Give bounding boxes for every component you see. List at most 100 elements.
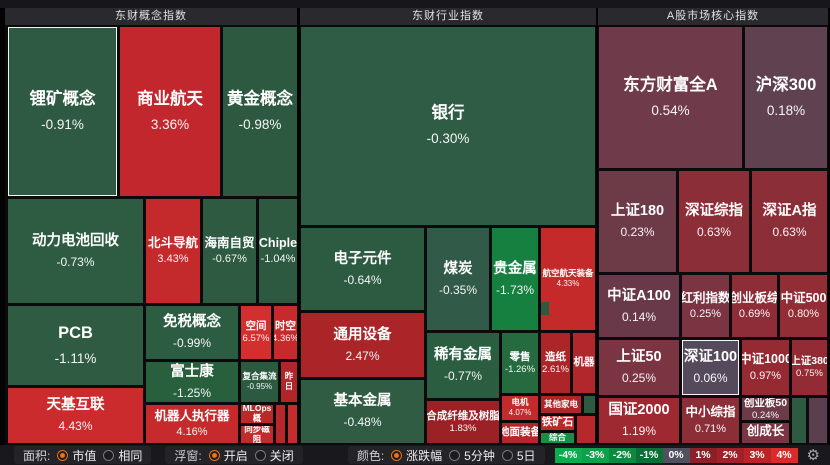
tile-value: 4.07% (508, 408, 532, 418)
treemap-tile[interactable]: 富士康 -1.25% (146, 362, 238, 402)
treemap-tile[interactable]: 天基互联 4.43% (8, 388, 143, 443)
treemap-tile[interactable]: 零售 -1.26% (502, 333, 538, 393)
treemap-tile[interactable]: 复合集流 -0.95% (241, 362, 278, 402)
tile-value: -0.91% (41, 116, 84, 132)
treemap-tile[interactable]: 创业板综 0.69% (732, 275, 777, 337)
radio-button[interactable] (254, 449, 266, 461)
radio-label[interactable]: 相同 (118, 448, 143, 463)
treemap-tile[interactable]: 其他家电 (541, 396, 581, 413)
tile-label: 地面装备 (502, 426, 538, 439)
settings-gear-icon[interactable]: ⚙ (806, 446, 820, 464)
treemap-tile[interactable]: Chiple -1.04% (259, 199, 297, 303)
radio-option[interactable]: 相同 (103, 447, 142, 464)
treemap-tile[interactable]: 东方财富全A 0.54% (599, 27, 742, 168)
treemap-tile[interactable]: 电机 4.07% (502, 396, 538, 420)
treemap-tile[interactable]: 银行 -0.30% (301, 27, 595, 225)
treemap-tile[interactable]: MLOps概 (241, 405, 273, 423)
radio-option[interactable]: 5分钟 (449, 447, 495, 464)
treemap-tile[interactable]: 稀有金属 -0.77% (427, 333, 499, 398)
tile-label: 创业板综 (732, 290, 777, 305)
radio-option[interactable]: 市值 (57, 447, 96, 464)
treemap-tile[interactable]: 上证180 0.23% (599, 171, 676, 272)
tile-label: 其他家电 (543, 398, 578, 409)
treemap-tile[interactable]: 创业板50 0.24% (742, 398, 789, 420)
treemap-tile[interactable]: 锂矿概念 -0.91% (8, 27, 117, 196)
tile-value: -1.25% (172, 385, 212, 400)
radio-button[interactable] (103, 449, 115, 461)
treemap-tile[interactable]: 电子元件 -0.64% (301, 228, 424, 310)
treemap-tile[interactable]: 煤炭 -0.35% (427, 228, 489, 330)
radio-button[interactable] (391, 449, 403, 461)
radio-option[interactable]: 5日 (501, 447, 536, 464)
treemap-tile[interactable]: 动力电池回收 -0.73% (8, 199, 143, 303)
treemap-tile[interactable] (792, 398, 806, 443)
tile-label: 创业板50 (743, 398, 788, 409)
treemap-tile[interactable]: 北斗导航 3.43% (146, 199, 200, 303)
treemap-tile[interactable] (809, 398, 827, 443)
treemap-tile[interactable]: 中小综指 0.71% (682, 398, 739, 443)
treemap-tile[interactable] (541, 302, 549, 315)
treemap-tile[interactable] (584, 396, 595, 413)
radio-button[interactable] (449, 449, 461, 461)
treemap-tile[interactable]: 空间 6.57% (241, 306, 271, 359)
tile-value: 0.63% (772, 225, 807, 240)
radio-label[interactable]: 5日 (516, 448, 536, 463)
treemap-tile[interactable]: 通用设备 2.47% (301, 313, 424, 377)
treemap-tile[interactable]: 沪深300 0.18% (745, 27, 827, 168)
treemap-body: 东方财富全A 0.54% 沪深300 0.18% 上证180 0.23% 深证综指 0.63%… (598, 25, 828, 445)
treemap-tile[interactable]: 红利指数 0.25% (682, 275, 729, 337)
radio-button[interactable] (501, 449, 513, 461)
treemap-tile[interactable]: 深证100 0.06% (682, 340, 739, 395)
treemap-tile[interactable]: 中证500 0.80% (780, 275, 827, 337)
treemap-tile[interactable]: 上证50 0.25% (599, 340, 679, 395)
radio-button[interactable] (208, 449, 220, 461)
treemap-tile[interactable]: 时空4.36% (274, 306, 297, 359)
tile-value: -0.64% (343, 272, 382, 287)
tile-label: 天基互联 (46, 397, 105, 414)
treemap-tile[interactable]: 免税概念 -0.99% (146, 306, 238, 359)
legend-cell: -3% (581, 447, 609, 463)
treemap-tile[interactable]: 基本金属 -0.48% (301, 380, 424, 443)
treemap-tile[interactable]: 合成纤维及树脂 1.83% (427, 401, 499, 443)
tile-value: 0.06% (693, 371, 728, 386)
treemap-tile[interactable]: 昨日 (281, 362, 297, 402)
treemap-tile[interactable]: 上证380 0.75% (792, 340, 827, 395)
radio-option[interactable]: 关闭 (254, 447, 294, 464)
treemap-tile[interactable]: 黄金概念 -0.98% (223, 27, 297, 196)
radio-label[interactable]: 关闭 (269, 448, 294, 463)
radio-label[interactable]: 5分钟 (464, 448, 495, 463)
treemap-tile[interactable]: 地面装备 (502, 423, 538, 443)
treemap-tile[interactable]: 中证1000 0.97% (742, 340, 789, 395)
treemap-tile[interactable]: 铁矿石 (541, 416, 574, 430)
treemap-tile[interactable]: 造纸 2.61% (541, 333, 570, 393)
treemap-tile[interactable]: 深证综指 0.63% (679, 171, 749, 272)
treemap-tile[interactable]: 海南自贸 -0.67% (203, 199, 256, 303)
treemap-tile[interactable]: 深证A指 0.63% (752, 171, 827, 272)
radio-label[interactable]: 市值 (72, 448, 97, 463)
treemap-tile[interactable] (276, 405, 285, 443)
tile-value: 0.14% (621, 309, 657, 324)
treemap-tile[interactable] (288, 405, 297, 443)
radio-label[interactable]: 涨跌幅 (406, 448, 443, 463)
treemap-tile[interactable]: 国证2000 1.19% (599, 398, 679, 443)
treemap-tile[interactable]: 综合 (541, 433, 574, 443)
tile-label: 电子元件 (333, 250, 392, 267)
change-color-legend: -4% -3% -2% -1% 0% 1% 2% 3% 4% (554, 447, 798, 463)
treemap-tile[interactable]: 机器 (573, 333, 595, 393)
radio-label[interactable]: 开启 (223, 448, 248, 463)
treemap-tile[interactable]: 创成长 (742, 423, 789, 443)
treemap-tile[interactable] (577, 416, 595, 443)
tile-value: -0.30% (426, 131, 470, 147)
radio-button[interactable] (57, 449, 69, 461)
treemap-tile[interactable]: 商业航天 3.36% (120, 27, 220, 196)
treemap-tile[interactable]: PCB -1.11% (8, 306, 143, 385)
tile-label: 上证180 (610, 203, 665, 220)
radio-option[interactable]: 涨跌幅 (391, 447, 442, 464)
treemap-tile[interactable]: 同步磁阻 (241, 426, 273, 443)
radio-option[interactable]: 开启 (208, 447, 248, 464)
tile-value: 4.16% (176, 426, 208, 439)
treemap-tile[interactable]: 贵金属 -1.73% (492, 228, 538, 330)
treemap-tile[interactable]: 中证A100 0.14% (599, 275, 679, 337)
treemap-tile[interactable]: 机器人执行器 4.16% (146, 405, 238, 443)
treemap-tile[interactable]: 航空航天装备 4.33% (541, 228, 595, 330)
